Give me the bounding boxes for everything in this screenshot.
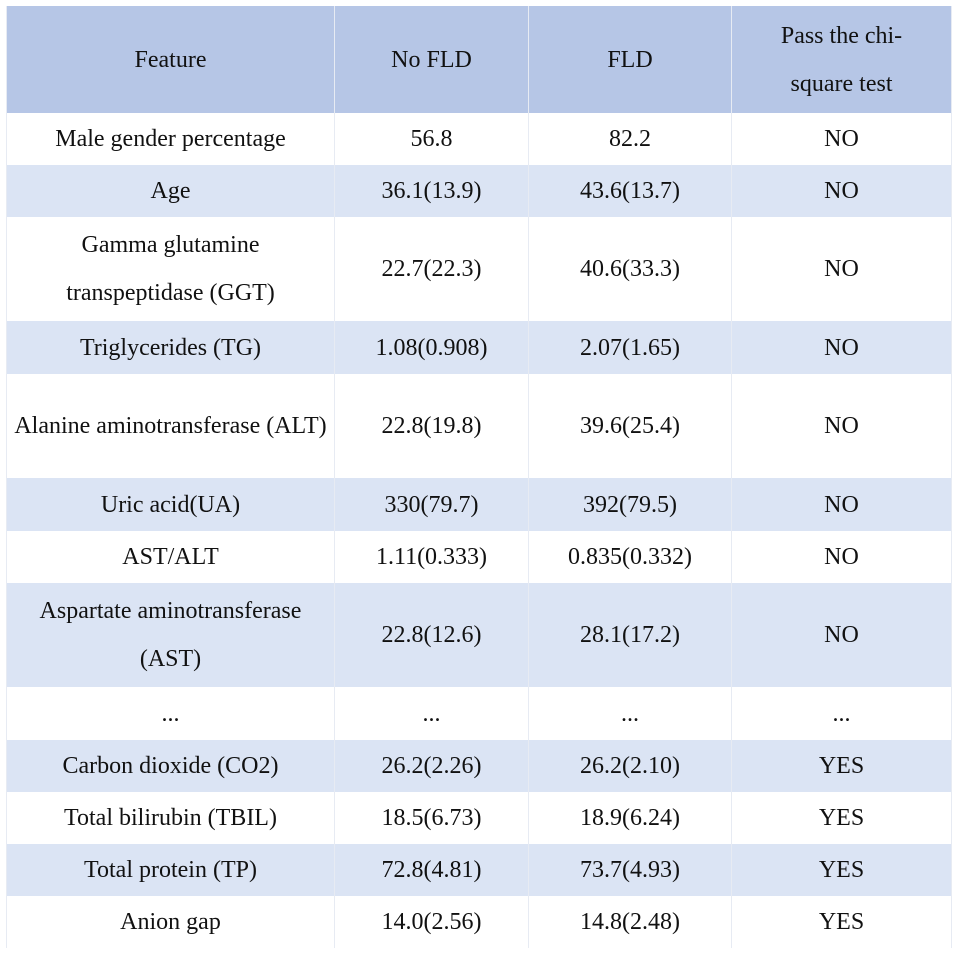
cell-feature: Anion gap bbox=[6, 896, 335, 948]
cell-pass: NO bbox=[731, 321, 952, 374]
header-feature: Feature bbox=[6, 6, 335, 113]
cell-pass: ... bbox=[731, 687, 952, 740]
cell-no-fld: 22.7(22.3) bbox=[334, 217, 529, 321]
cell-no-fld: 56.8 bbox=[334, 113, 529, 165]
cell-fld: ... bbox=[528, 687, 732, 740]
cell-pass: NO bbox=[731, 165, 952, 217]
cell-fld: 40.6(33.3) bbox=[528, 217, 732, 321]
cell-fld: 39.6(25.4) bbox=[528, 374, 732, 478]
data-table: Feature No FLD FLD Pass the chi-square t… bbox=[6, 6, 952, 948]
cell-no-fld: 72.8(4.81) bbox=[334, 844, 529, 896]
table-row: ... ... ... ... bbox=[6, 687, 952, 740]
table-row: Total bilirubin (TBIL) 18.5(6.73) 18.9(6… bbox=[6, 792, 952, 844]
cell-fld: 0.835(0.332) bbox=[528, 531, 732, 583]
cell-pass: NO bbox=[731, 217, 952, 321]
table-container: Feature No FLD FLD Pass the chi-square t… bbox=[6, 6, 952, 948]
cell-feature: Total protein (TP) bbox=[6, 844, 335, 896]
cell-pass: NO bbox=[731, 374, 952, 478]
cell-pass: YES bbox=[731, 844, 952, 896]
table-row: Gamma glutamine transpeptidase (GGT) 22.… bbox=[6, 217, 952, 321]
cell-fld: 43.6(13.7) bbox=[528, 165, 732, 217]
cell-feature: Male gender percentage bbox=[6, 113, 335, 165]
header-pass-chi-square: Pass the chi-square test bbox=[731, 6, 952, 113]
table-row: Triglycerides (TG) 1.08(0.908) 2.07(1.65… bbox=[6, 321, 952, 374]
cell-pass: NO bbox=[731, 583, 952, 687]
cell-no-fld: 22.8(12.6) bbox=[334, 583, 529, 687]
cell-fld: 82.2 bbox=[528, 113, 732, 165]
cell-feature: Carbon dioxide (CO2) bbox=[6, 740, 335, 792]
cell-pass: YES bbox=[731, 792, 952, 844]
cell-no-fld: 1.08(0.908) bbox=[334, 321, 529, 374]
cell-fld: 14.8(2.48) bbox=[528, 896, 732, 948]
table-row: Anion gap 14.0(2.56) 14.8(2.48) YES bbox=[6, 896, 952, 948]
header-row: Feature No FLD FLD Pass the chi-square t… bbox=[6, 6, 952, 113]
cell-feature: Aspartate aminotransferase (AST) bbox=[6, 583, 335, 687]
cell-fld: 28.1(17.2) bbox=[528, 583, 732, 687]
table-row: Alanine aminotransferase (ALT) 22.8(19.8… bbox=[6, 374, 952, 478]
table-row: Male gender percentage 56.8 82.2 NO bbox=[6, 113, 952, 165]
cell-feature: Uric acid(UA) bbox=[6, 478, 335, 531]
cell-feature: ... bbox=[6, 687, 335, 740]
cell-fld: 2.07(1.65) bbox=[528, 321, 732, 374]
cell-fld: 392(79.5) bbox=[528, 478, 732, 531]
cell-feature: Total bilirubin (TBIL) bbox=[6, 792, 335, 844]
table-row: Total protein (TP) 72.8(4.81) 73.7(4.93)… bbox=[6, 844, 952, 896]
cell-pass: YES bbox=[731, 740, 952, 792]
cell-fld: 18.9(6.24) bbox=[528, 792, 732, 844]
header-no-fld: No FLD bbox=[334, 6, 529, 113]
cell-feature: Alanine aminotransferase (ALT) bbox=[6, 374, 335, 478]
cell-feature: Triglycerides (TG) bbox=[6, 321, 335, 374]
table-row: Uric acid(UA) 330(79.7) 392(79.5) NO bbox=[6, 478, 952, 531]
cell-feature: Gamma glutamine transpeptidase (GGT) bbox=[6, 217, 335, 321]
cell-pass: NO bbox=[731, 113, 952, 165]
table-row: Aspartate aminotransferase (AST) 22.8(12… bbox=[6, 583, 952, 687]
cell-no-fld: 1.11(0.333) bbox=[334, 531, 529, 583]
table-row: AST/ALT 1.11(0.333) 0.835(0.332) NO bbox=[6, 531, 952, 583]
cell-no-fld: 22.8(19.8) bbox=[334, 374, 529, 478]
cell-pass: YES bbox=[731, 896, 952, 948]
cell-feature: AST/ALT bbox=[6, 531, 335, 583]
cell-no-fld: 330(79.7) bbox=[334, 478, 529, 531]
cell-no-fld: ... bbox=[334, 687, 529, 740]
cell-feature: Age bbox=[6, 165, 335, 217]
cell-no-fld: 18.5(6.73) bbox=[334, 792, 529, 844]
cell-pass: NO bbox=[731, 531, 952, 583]
table-row: Age 36.1(13.9) 43.6(13.7) NO bbox=[6, 165, 952, 217]
table-row: Carbon dioxide (CO2) 26.2(2.26) 26.2(2.1… bbox=[6, 740, 952, 792]
cell-no-fld: 36.1(13.9) bbox=[334, 165, 529, 217]
header-fld: FLD bbox=[528, 6, 732, 113]
cell-fld: 26.2(2.10) bbox=[528, 740, 732, 792]
cell-no-fld: 14.0(2.56) bbox=[334, 896, 529, 948]
cell-fld: 73.7(4.93) bbox=[528, 844, 732, 896]
cell-no-fld: 26.2(2.26) bbox=[334, 740, 529, 792]
cell-pass: NO bbox=[731, 478, 952, 531]
